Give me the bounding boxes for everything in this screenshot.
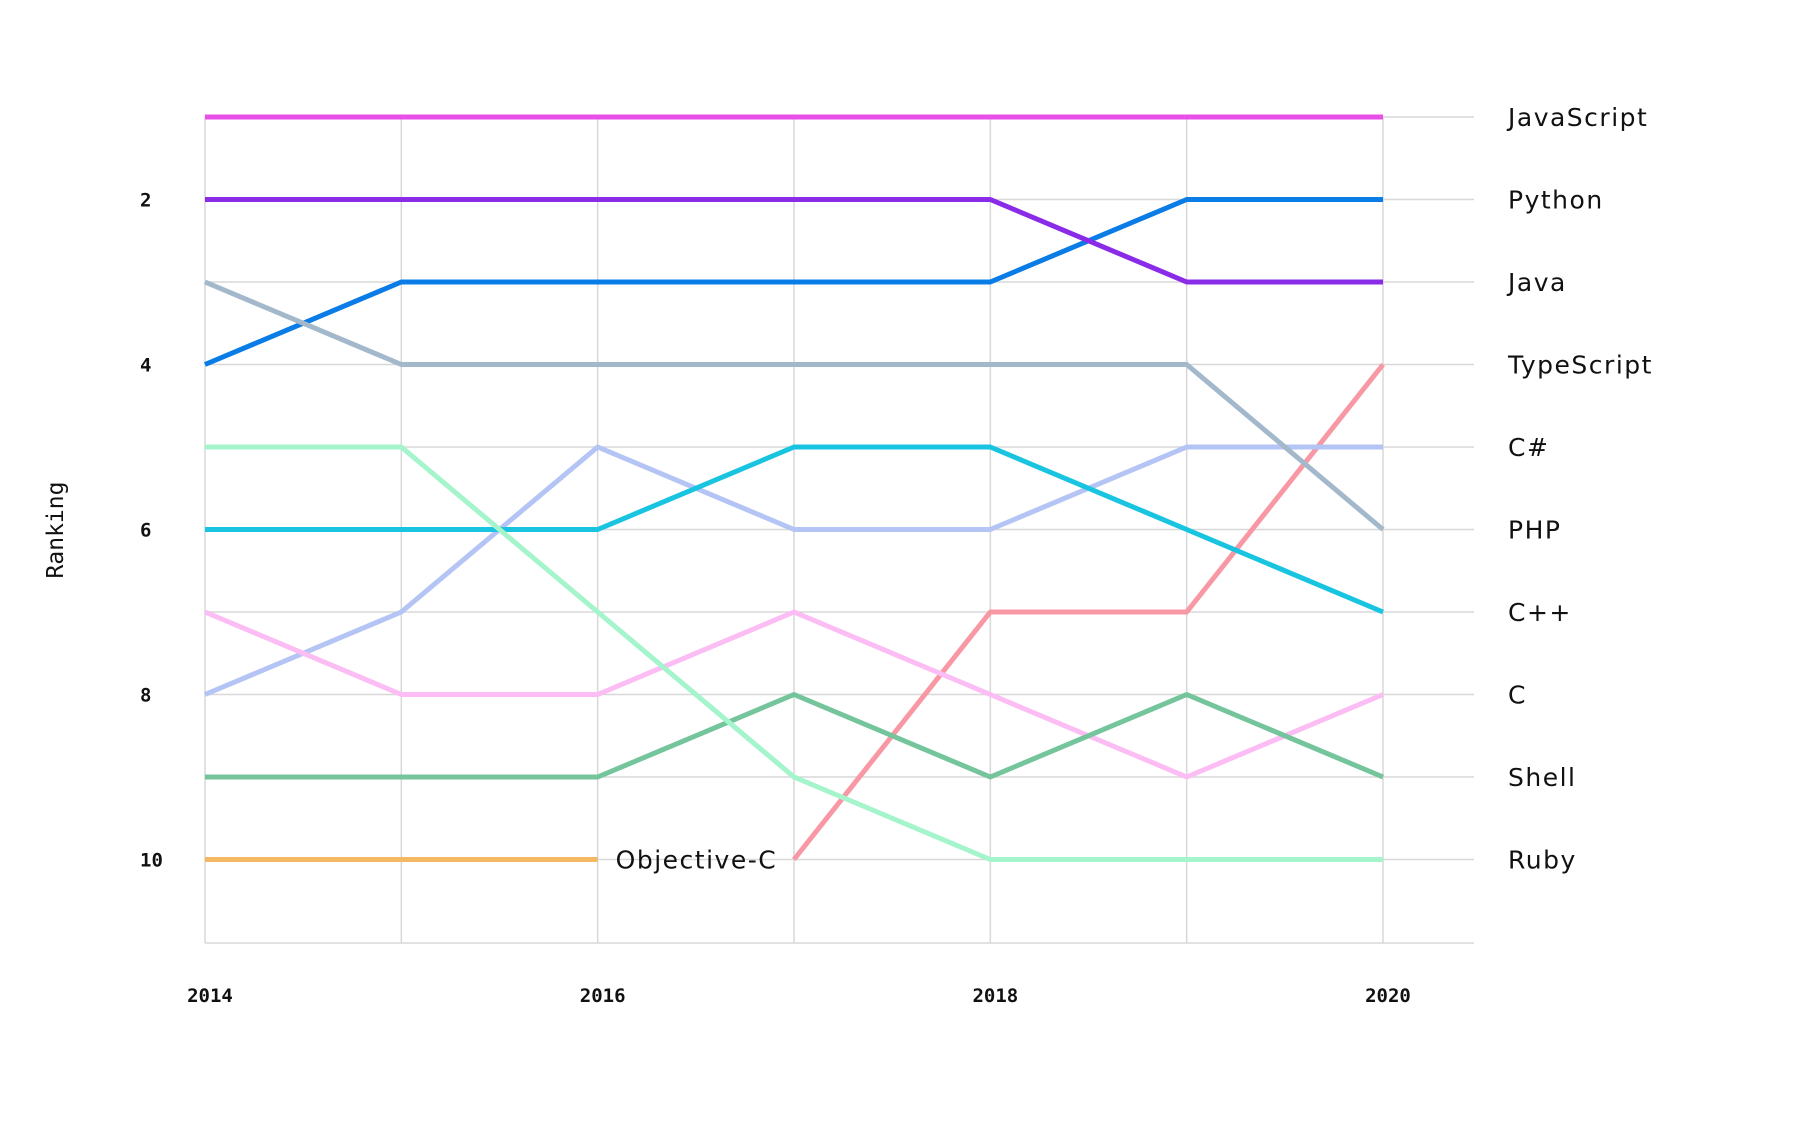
series-line-ruby [205,444,1383,862]
x-axis-ticks: 2014 2016 2018 2020 [187,985,1411,1007]
y-tick-label-10: 10 [140,850,163,872]
rank-label-typescript: TypeScript [1507,351,1653,380]
series-line-cplusplus [205,444,1384,615]
series-line-php [204,279,1385,532]
x-tick-label-2016: 2016 [580,985,626,1007]
series-line-c [204,609,1384,780]
y-tick-label-8: 8 [140,685,151,707]
rank-label-csharp: C# [1508,433,1549,462]
y-tick-label-4: 4 [140,355,151,377]
x-tick-label-2014: 2014 [187,985,233,1007]
x-tick-label-2020: 2020 [1365,985,1411,1007]
y-tick-label-2: 2 [140,190,151,212]
rank-labels: JavaScript Python Java TypeScript C# PHP C++ C S… [1506,103,1653,875]
x-tick-label-2018: 2018 [972,985,1018,1007]
series-line-python [204,197,1383,367]
series-line-csharp [204,444,1383,697]
y-axis-ticks: 2 4 6 8 10 [140,190,163,872]
y-tick-label-6: 6 [140,520,151,542]
series-line-shell [205,692,1384,780]
annotations: Objective-C [616,846,778,875]
rank-label-cplusplus: C++ [1508,598,1572,627]
rank-label-shell: Shell [1508,763,1577,792]
series-line-java [205,197,1383,285]
rank-label-python: Python [1508,186,1604,215]
rank-label-java: Java [1506,268,1567,297]
rank-label-javascript: JavaScript [1506,103,1648,132]
rank-label-ruby: Ruby [1508,846,1577,875]
series-lines [204,114,1385,862]
annotation-objective-c: Objective-C [616,846,778,875]
y-axis-label: Ranking [43,482,69,579]
rank-label-php: PHP [1508,516,1561,545]
rank-label-c: C [1508,681,1527,710]
